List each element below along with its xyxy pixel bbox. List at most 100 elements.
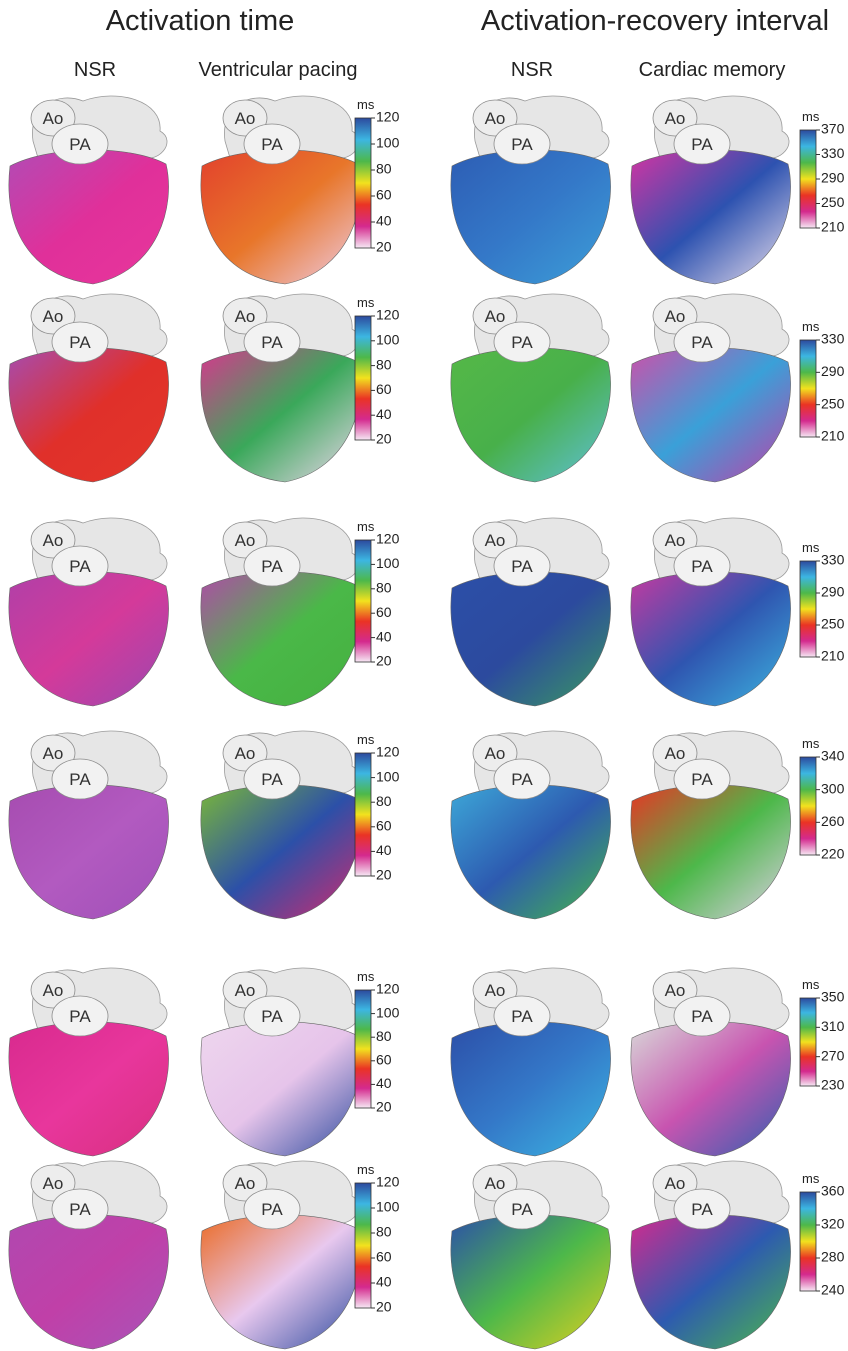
colorbar-tick-label: 60 — [376, 818, 392, 834]
colorbar — [800, 757, 816, 855]
colorbar-tick-label: 60 — [376, 187, 392, 203]
colorbar-tick-label: 290 — [821, 584, 845, 600]
colorbar-tick-label: 100 — [376, 1199, 400, 1215]
pa-label: PA — [511, 557, 533, 576]
aorta-label: Ao — [485, 1174, 506, 1193]
colorbar-tick-label: 330 — [821, 552, 845, 568]
pa-label: PA — [69, 333, 91, 352]
colorbar-tick-label: 60 — [376, 381, 392, 397]
figure: Activation time Activation-recovery inte… — [0, 0, 848, 1351]
ventricles — [201, 572, 361, 706]
pa-label: PA — [691, 135, 713, 154]
ventricles — [631, 348, 791, 482]
pa-label: PA — [691, 557, 713, 576]
ventricles — [9, 348, 169, 482]
aorta-label: Ao — [665, 109, 686, 128]
ventricles — [9, 150, 169, 284]
pa-label: PA — [511, 135, 533, 154]
colorbar-unit: ms — [802, 977, 820, 992]
colorbar-unit: ms — [802, 540, 820, 555]
pa-label: PA — [691, 1007, 713, 1026]
aorta-label: Ao — [665, 531, 686, 550]
colorbar-tick-label: 20 — [376, 867, 392, 883]
colorbar-tick-label: 120 — [376, 307, 400, 323]
pa-label: PA — [69, 557, 91, 576]
colorbar-tick-label: 210 — [821, 648, 845, 664]
aorta-label: Ao — [665, 744, 686, 763]
colorbar-tick-label: 330 — [821, 145, 845, 161]
aorta-label: Ao — [485, 981, 506, 1000]
pa-label: PA — [261, 1200, 283, 1219]
aorta-label: Ao — [235, 109, 256, 128]
ventricles — [451, 1022, 611, 1156]
aorta-label: Ao — [485, 744, 506, 763]
colorbar — [800, 130, 816, 228]
pa-label: PA — [69, 770, 91, 789]
aorta-label: Ao — [43, 307, 64, 326]
colorbar-tick-label: 80 — [376, 580, 392, 596]
colorbar-unit: ms — [802, 1171, 820, 1186]
colorbar-tick-label: 270 — [821, 1047, 845, 1063]
heart: AoPA — [201, 731, 361, 919]
colorbar-unit: ms — [802, 109, 820, 124]
aorta-label: Ao — [235, 981, 256, 1000]
colorbar-tick-label: 230 — [821, 1077, 845, 1093]
colorbar-tick-label: 120 — [376, 531, 400, 547]
pa-label: PA — [69, 1200, 91, 1219]
heart: Ao PA — [9, 518, 169, 706]
ventricles — [451, 785, 611, 919]
aorta-label: Ao — [485, 307, 506, 326]
colorbar-tick-label: 210 — [821, 428, 845, 444]
colorbar-tick-label: 290 — [821, 363, 845, 379]
ventricles — [201, 1022, 361, 1156]
aorta-label: Ao — [665, 307, 686, 326]
heart: AoPA — [9, 1161, 169, 1349]
colorbar-tick-label: 220 — [821, 846, 845, 862]
pa-label: PA — [691, 333, 713, 352]
colorbar-tick-label: 250 — [821, 194, 845, 210]
aorta-label: Ao — [235, 744, 256, 763]
colorbar-tick-label: 340 — [821, 748, 845, 764]
colorbar-tick-label: 120 — [376, 744, 400, 760]
colorbar-unit: ms — [357, 295, 375, 310]
colorbar-unit: ms — [357, 969, 375, 984]
aorta-label: Ao — [43, 981, 64, 1000]
colorbar — [800, 340, 816, 437]
colorbar-tick-label: 210 — [821, 219, 845, 235]
aorta-label: Ao — [235, 307, 256, 326]
aorta-label: Ao — [665, 1174, 686, 1193]
colorbar-tick-label: 80 — [376, 161, 392, 177]
colorbar-tick-label: 20 — [376, 431, 392, 447]
colorbar-unit: ms — [357, 97, 375, 112]
colorbar-tick-label: 100 — [376, 768, 400, 784]
aorta-label: Ao — [43, 531, 64, 550]
colorbar-tick-label: 80 — [376, 1028, 392, 1044]
ventricles — [451, 1215, 611, 1349]
colorbar-tick-label: 20 — [376, 653, 392, 669]
colorbar-tick-label: 240 — [821, 1282, 845, 1298]
colorbar-tick-label: 320 — [821, 1216, 845, 1232]
ventricles — [451, 150, 611, 284]
colorbar-unit: ms — [802, 736, 820, 751]
colorbar-tick-label: 100 — [376, 135, 400, 151]
ventricles — [201, 1215, 361, 1349]
colorbar-unit: ms — [357, 732, 375, 747]
ventricles — [631, 785, 791, 919]
panel-title: Activation time — [106, 5, 295, 37]
colorbar — [800, 1192, 816, 1291]
aorta-label: Ao — [235, 531, 256, 550]
colorbar-tick-label: 370 — [821, 121, 845, 137]
heart: AoPA — [451, 968, 611, 1156]
colorbar — [355, 316, 371, 440]
colorbar-tick-label: 100 — [376, 332, 400, 348]
heart: Ao PA — [9, 731, 169, 919]
aorta-label: Ao — [43, 744, 64, 763]
colorbar-tick-label: 40 — [376, 406, 392, 422]
colorbar — [355, 118, 371, 248]
colorbar-tick-label: 360 — [821, 1183, 845, 1199]
colorbar-tick-label: 250 — [821, 616, 845, 632]
